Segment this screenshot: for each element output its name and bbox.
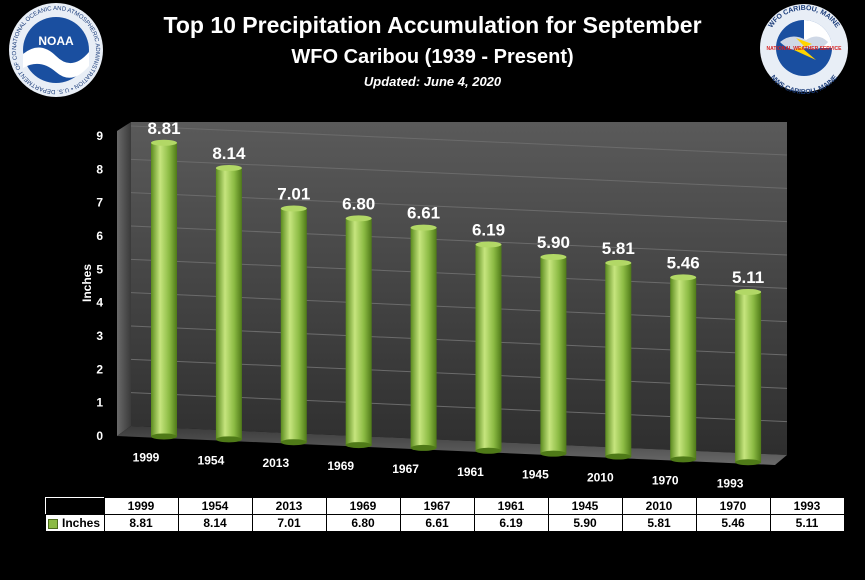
x-tick-label-1993: 1993 — [717, 476, 744, 490]
x-tick-label-1967: 1967 — [392, 462, 419, 476]
bar-cap-1967 — [410, 224, 437, 231]
bar-base-1993 — [735, 459, 762, 466]
table-header-2013: 2013 — [251, 497, 327, 515]
bar-cap-1961 — [475, 241, 502, 248]
bar-base-2010 — [605, 453, 632, 460]
noaa-center-text: NOAA — [38, 34, 74, 48]
x-tick-label-2013: 2013 — [262, 456, 289, 470]
bar-cap-1993 — [735, 288, 762, 295]
bar-1970 — [670, 277, 697, 460]
bar-cap-1954 — [215, 164, 242, 171]
bar-1993 — [735, 291, 762, 463]
table-header-1970: 1970 — [695, 497, 771, 515]
nws-middle-text: NATIONAL WEATHER SERVICE — [767, 46, 843, 52]
table-header-1969: 1969 — [325, 497, 401, 515]
table-header-1954: 1954 — [177, 497, 253, 515]
table-value-1961: 6.19 — [473, 514, 549, 532]
y-tick-label: 2 — [96, 362, 103, 376]
data-label-1967: 6.61 — [407, 204, 440, 223]
data-label-1969: 6.80 — [342, 194, 375, 213]
precipitation-chart: 0 1 2 3 4 5 6 7 8 9 8.81 8.14 7.01 6.80 6.61 6.19 5.90 5… — [80, 119, 788, 490]
y-tick-label: 7 — [96, 196, 103, 210]
table-value-2013: 7.01 — [251, 514, 327, 532]
table-series-cell: Inches — [45, 514, 105, 532]
y-axis-label: Inches — [80, 264, 94, 302]
bar-1999 — [151, 142, 177, 437]
bar-1954 — [215, 167, 242, 440]
table-value-1954: 8.14 — [177, 514, 253, 532]
bar-base-1970 — [670, 456, 697, 463]
bar-1961 — [475, 244, 502, 451]
x-tick-label-2010: 2010 — [587, 471, 614, 485]
table-header-1967: 1967 — [399, 497, 475, 515]
table-corner — [45, 497, 104, 515]
table-series-name: Inches — [62, 516, 101, 530]
y-tick-label: 3 — [96, 329, 103, 343]
chart-title: Top 10 Precipitation Accumulation for Se… — [163, 12, 702, 38]
nws-logo: WFO CARIBOU, MAINE NATIONAL WEATHER SERV… — [760, 4, 848, 94]
bar-base-1961 — [475, 447, 502, 454]
bar-2013 — [280, 208, 307, 443]
bar-1969 — [345, 218, 372, 446]
updated-date: Updated: June 4, 2020 — [363, 74, 502, 89]
bar-base-2013 — [280, 439, 307, 446]
data-label-1945: 5.90 — [537, 233, 570, 252]
table-value-1945: 5.90 — [547, 514, 623, 532]
bar-cap-1945 — [540, 254, 567, 261]
x-tick-label-1954: 1954 — [198, 453, 225, 467]
data-label-2013: 7.01 — [277, 185, 310, 204]
y-tick-label: 1 — [96, 396, 103, 410]
table-header-1999: 1999 — [103, 497, 179, 515]
table-header-2010: 2010 — [621, 497, 697, 515]
bar-2010 — [605, 262, 632, 457]
x-tick-label-1945: 1945 — [522, 468, 549, 482]
data-label-1961: 6.19 — [472, 220, 505, 239]
bar-base-1969 — [345, 442, 372, 449]
y-tick-label: 0 — [96, 429, 103, 443]
data-label-2010: 5.81 — [602, 239, 635, 258]
table-value-1969: 6.80 — [325, 514, 401, 532]
x-tick-label-1969: 1969 — [327, 459, 354, 473]
y-tick-label: 6 — [96, 229, 103, 243]
chart-subtitle: WFO Caribou (1939 - Present) — [291, 46, 574, 68]
legend-key-icon — [48, 518, 58, 529]
y-tick-label: 4 — [96, 296, 103, 310]
y-tick-label: 9 — [96, 129, 103, 143]
x-tick-label-1999: 1999 — [133, 450, 160, 464]
table-value-1999: 8.81 — [103, 514, 179, 532]
data-label-1970: 5.46 — [667, 253, 700, 272]
x-tick-label-1970: 1970 — [652, 473, 679, 487]
table-header-1945: 1945 — [547, 497, 623, 515]
grid-line — [130, 158, 788, 189]
data-table: 1999 1954 2013 1969 1967 1961 1945 2010 1970 1993… — [45, 497, 845, 532]
table-value-2010: 5.81 — [621, 514, 697, 532]
table-value-1993: 5.11 — [769, 514, 845, 532]
x-tick-label-1961: 1961 — [457, 465, 484, 479]
bar-base-1999 — [151, 433, 177, 440]
noaa-logo: NOAA NATIONAL OCEANIC AND ATMOSPHERIC AD… — [6, 2, 103, 97]
table-header-1961: 1961 — [473, 497, 549, 515]
bar-1945 — [540, 257, 567, 454]
table-value-1970: 5.46 — [695, 514, 771, 532]
table-value-1967: 6.61 — [399, 514, 475, 532]
data-label-1954: 8.14 — [212, 144, 246, 163]
bar-1967 — [410, 227, 437, 448]
grid-line — [130, 125, 788, 156]
chart-side-wall — [117, 122, 131, 436]
bar-cap-1970 — [670, 274, 697, 281]
y-tick-label: 5 — [96, 262, 103, 276]
table-header-1993: 1993 — [769, 497, 845, 515]
bar-base-1967 — [410, 444, 437, 451]
bar-cap-2013 — [280, 205, 307, 212]
bar-cap-1969 — [345, 215, 372, 222]
data-label-1993: 5.11 — [732, 268, 764, 287]
bar-base-1945 — [540, 450, 567, 457]
y-tick-label: 8 — [96, 162, 103, 176]
data-label-1999: 8.81 — [147, 119, 180, 138]
bar-base-1954 — [215, 436, 242, 443]
bar-cap-2010 — [605, 259, 632, 266]
bar-cap-1999 — [151, 139, 177, 146]
